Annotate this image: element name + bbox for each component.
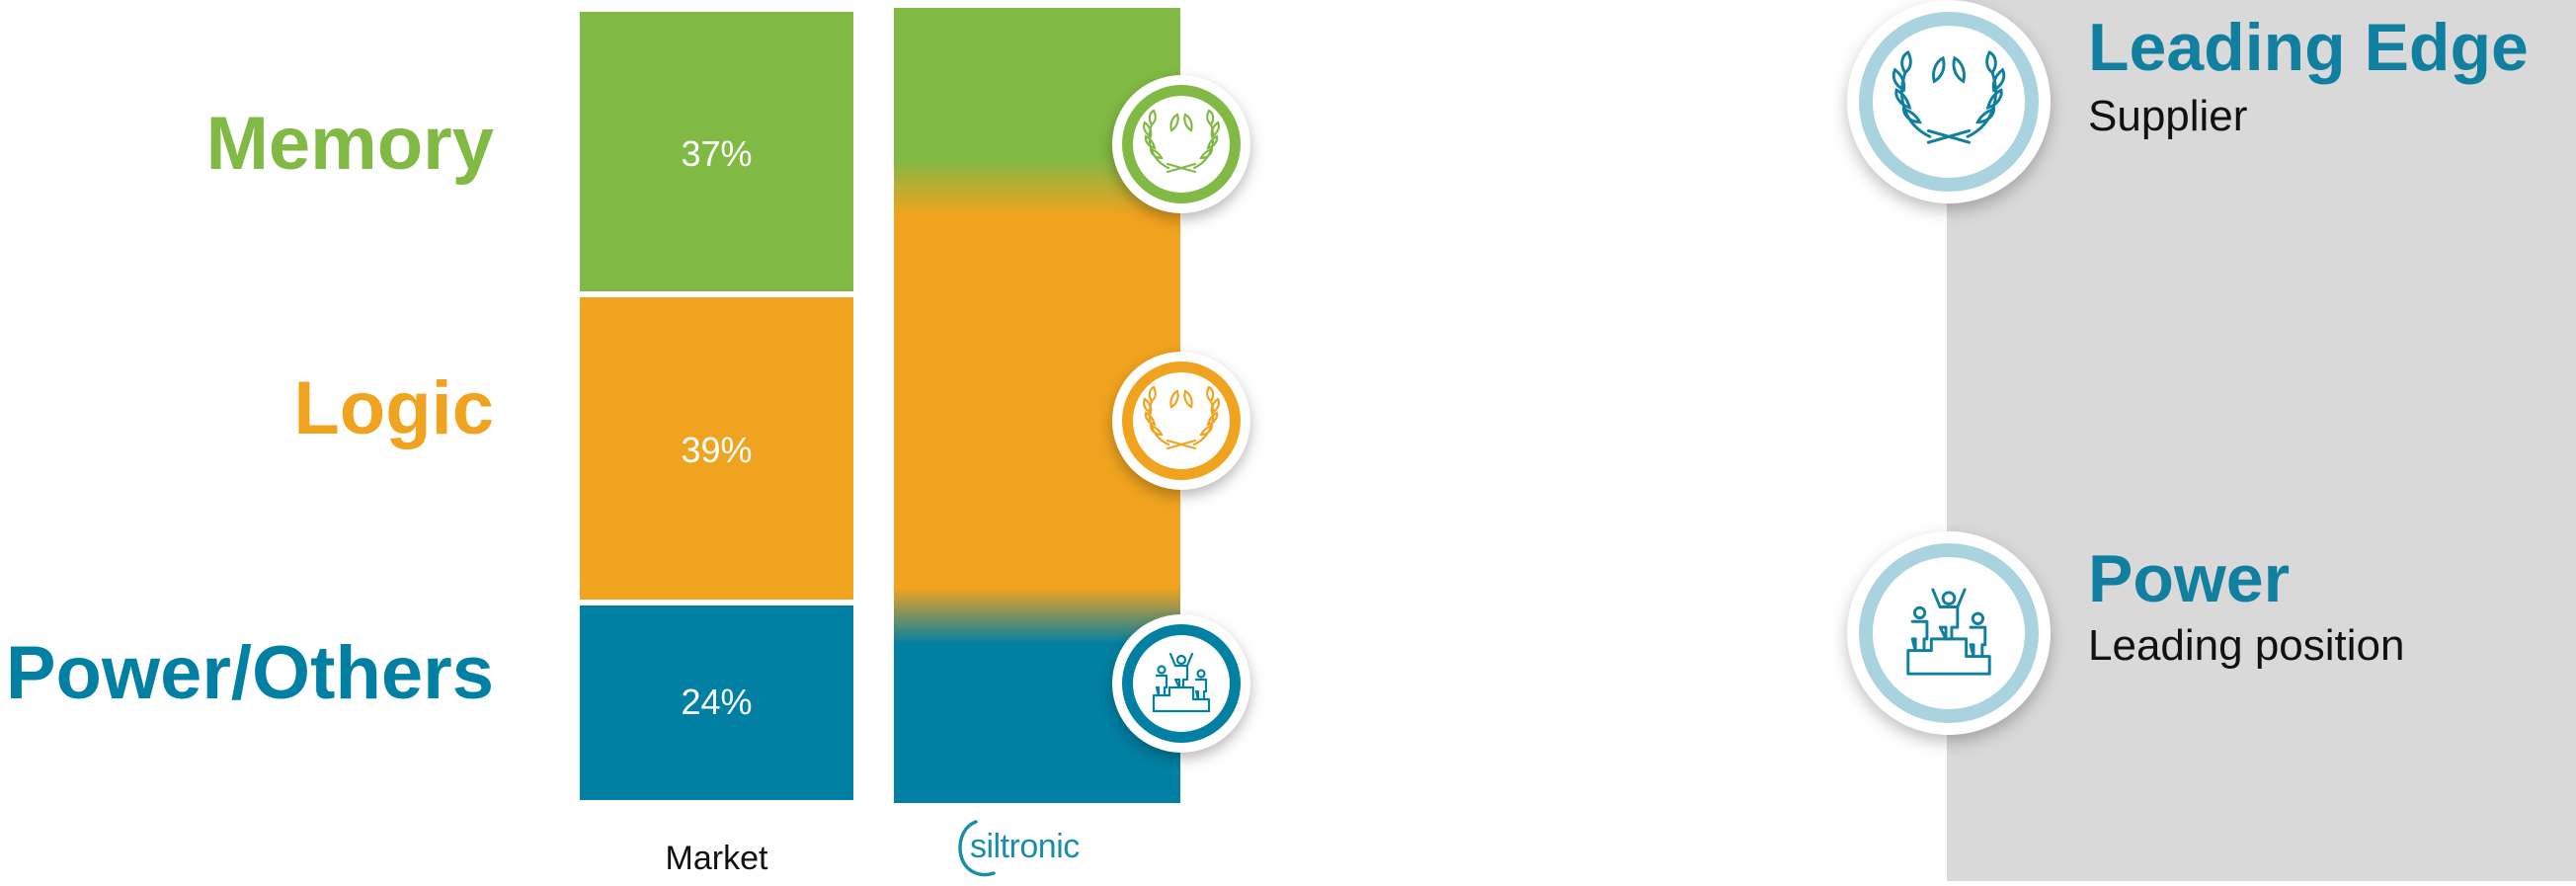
label-logic: Logic: [293, 366, 494, 450]
power-badge: [1112, 614, 1250, 753]
podium-icon: [1152, 652, 1211, 713]
leading-edge-badge: [1847, 0, 2051, 203]
leading-edge-title: Leading Edge: [2088, 10, 2529, 85]
label-memory: Memory: [205, 102, 494, 186]
market-segment-memory: 37%: [580, 12, 853, 291]
laurel-icon: [1143, 385, 1220, 450]
data-label-memory: 37%: [681, 133, 753, 174]
power-title: Power: [2088, 541, 2291, 616]
memory-badge: [1112, 75, 1250, 213]
podium-icon: [1906, 588, 1991, 676]
market-bar: 37% 39% 24%: [580, 12, 853, 800]
market-segment-logic: 39%: [580, 297, 853, 600]
siltronic-logo-text: siltronic: [970, 828, 1080, 865]
market-segment-power-others: 24%: [580, 605, 853, 800]
axis-label-market: Market: [665, 840, 768, 877]
right-panel: [1947, 0, 2576, 881]
logic-badge: [1112, 352, 1250, 490]
power-subtitle: Leading position: [2088, 621, 2405, 670]
data-label-logic: 39%: [681, 430, 753, 470]
siltronic-logo: siltronic: [956, 816, 1104, 881]
leading-edge-subtitle: Supplier: [2088, 92, 2248, 140]
data-label-power-others: 24%: [681, 682, 753, 722]
laurel-icon: [1892, 49, 2006, 144]
label-power-others: Power/Others: [5, 631, 494, 715]
power-position-badge: [1847, 531, 2051, 735]
laurel-icon: [1143, 109, 1220, 174]
